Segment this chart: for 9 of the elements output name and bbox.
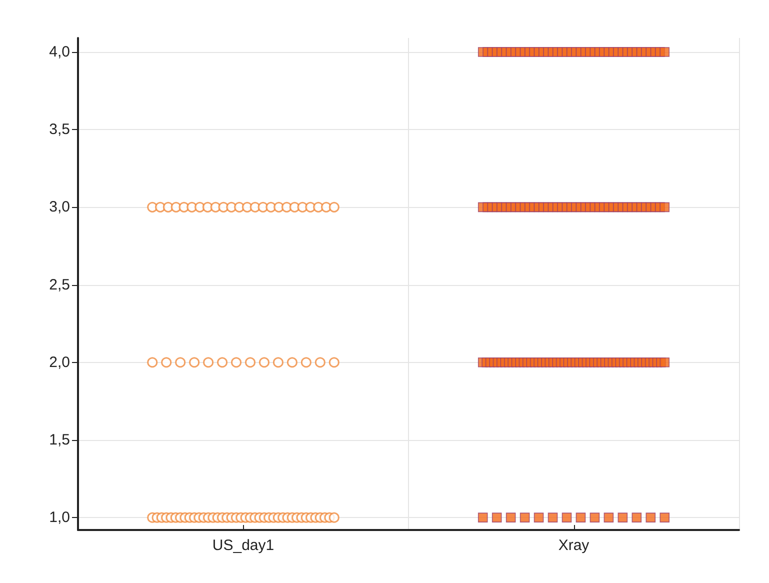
y-tick-label: 3,5 [49, 121, 70, 138]
y-tick-label: 2,0 [49, 354, 70, 371]
x-tick-label: Xray [558, 537, 590, 554]
x-tick-label: US_day1 [212, 537, 274, 554]
y-tick-label: 1,5 [49, 431, 70, 448]
y-tick-label: 2,5 [49, 276, 70, 294]
y-tick-label: 3,0 [49, 198, 70, 216]
y-tick-label: 4,0 [49, 43, 70, 60]
y-tick-label: 1,0 [49, 509, 70, 526]
